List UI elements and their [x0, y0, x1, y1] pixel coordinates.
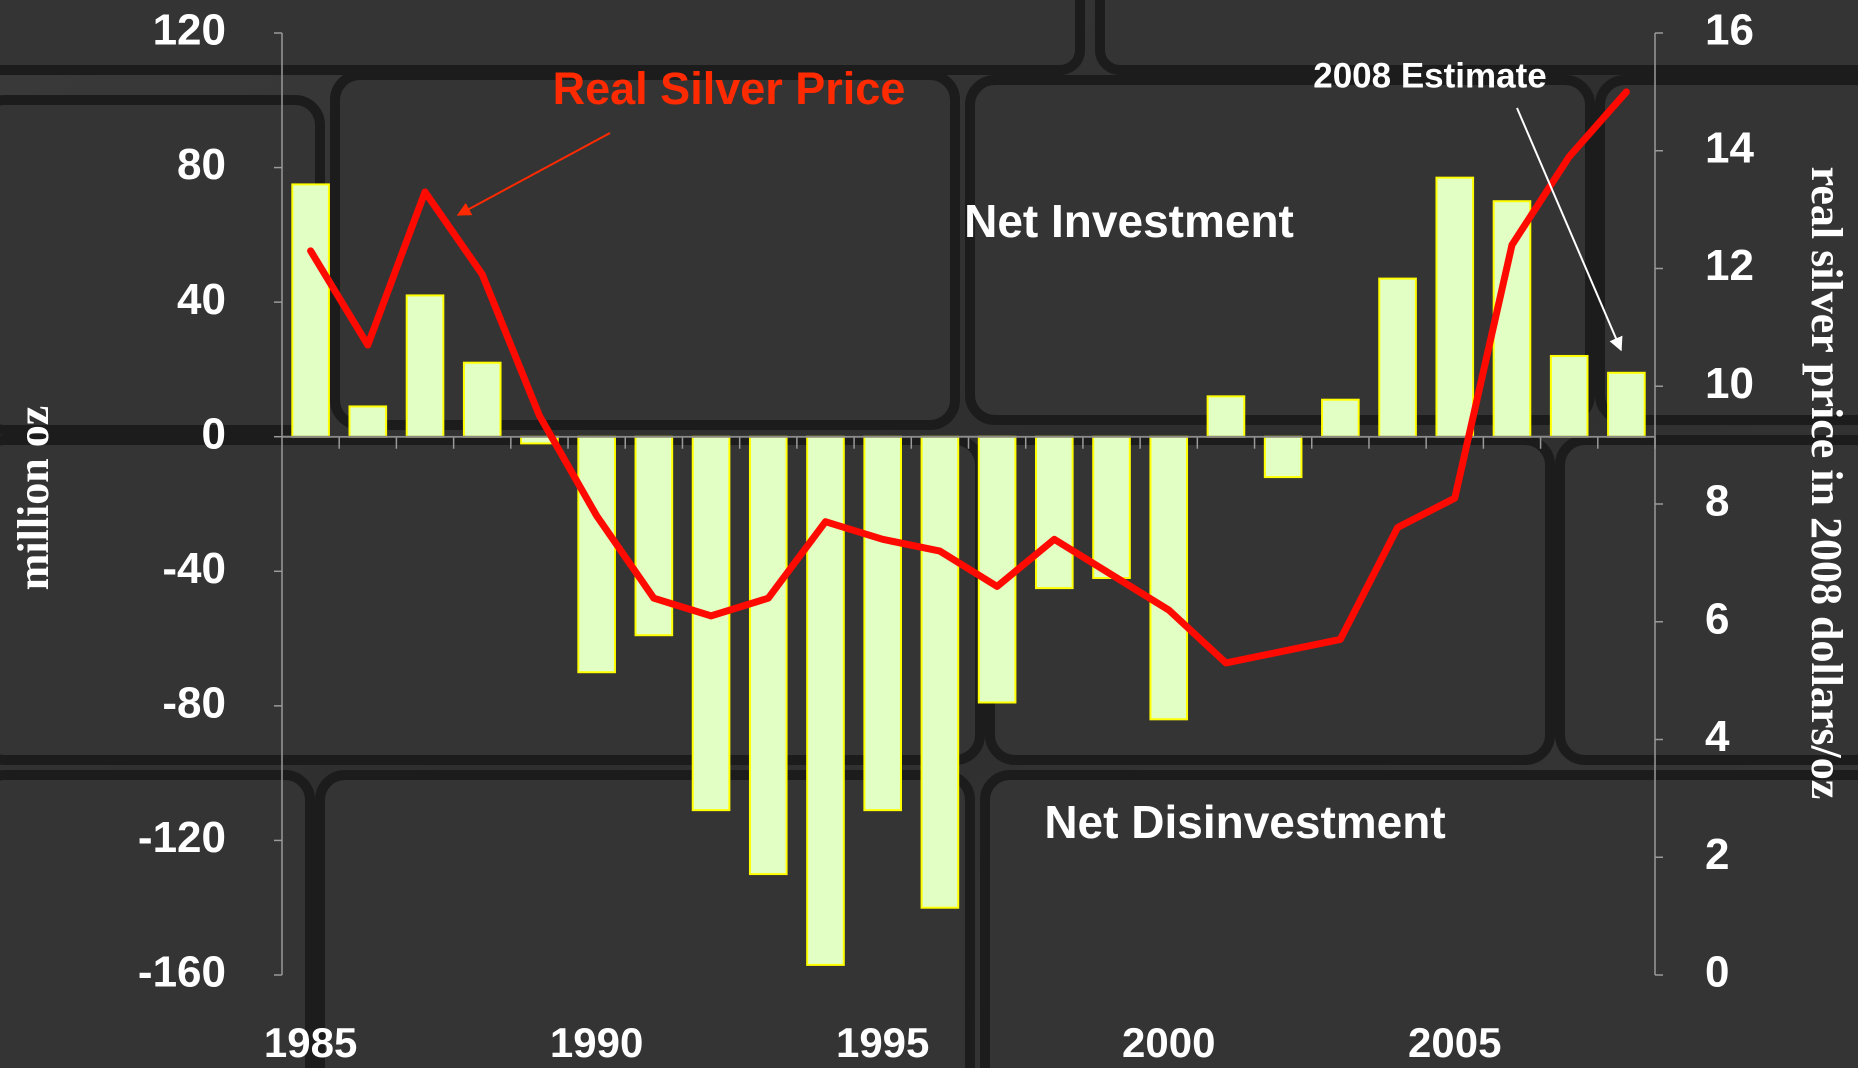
bar — [405, 294, 445, 438]
y2-tick-label: 2 — [1705, 830, 1729, 879]
bar — [920, 435, 960, 909]
bar — [291, 183, 330, 438]
price-line — [307, 88, 1630, 667]
bar — [1321, 398, 1360, 438]
x-tick-label: 1985 — [264, 1019, 357, 1066]
y2-axis-title: real silver price in 2008 dollars/oz — [1802, 167, 1851, 800]
bar — [1149, 435, 1189, 721]
x-tick-label: 2000 — [1122, 1019, 1215, 1066]
y-tick-label: 80 — [177, 140, 226, 189]
y-tick-label: -80 — [162, 678, 226, 727]
y2-tick-label: 14 — [1705, 123, 1754, 172]
x-tick-label: 2005 — [1408, 1019, 1501, 1066]
y-tick-label: -120 — [138, 813, 226, 862]
y-tick-label: -160 — [138, 948, 226, 997]
bar — [577, 435, 616, 674]
x-tick-label: 1995 — [836, 1019, 929, 1066]
y-tick-label: -40 — [162, 544, 226, 593]
bar — [806, 435, 845, 966]
bar — [863, 435, 902, 812]
bar — [1092, 435, 1131, 580]
plot: -160 -120 -80 -40 0 40 80 120 0 2 4 6 8 10 12 14 16 1985 1… — [138, 6, 1755, 1066]
y-tick-label: 40 — [177, 275, 226, 324]
bar — [462, 361, 502, 438]
bar — [748, 435, 788, 876]
annotation: Net Disinvestment — [1044, 796, 1445, 848]
y2-tick-label: 10 — [1705, 359, 1754, 408]
bar — [348, 405, 388, 438]
annotation-arrow — [1516, 107, 1623, 352]
bar — [1607, 371, 1646, 438]
annotation: 2008 Estimate — [1313, 56, 1546, 95]
y2-tick-label: 6 — [1705, 594, 1729, 643]
bar — [977, 435, 1017, 704]
y2-tick-label: 12 — [1705, 241, 1754, 290]
y2-tick-label: 4 — [1705, 712, 1730, 761]
bar — [1435, 176, 1475, 438]
bar — [1378, 277, 1417, 438]
bar — [1263, 435, 1303, 479]
annotation-arrow — [456, 132, 611, 216]
bar — [691, 435, 731, 812]
y2-tick-label: 0 — [1705, 948, 1729, 997]
y-axis-title: million oz — [9, 406, 58, 591]
bar — [1035, 435, 1074, 590]
bar — [1492, 200, 1532, 438]
y-tick-label: 0 — [202, 409, 226, 458]
annotation: Real Silver Price — [553, 63, 906, 114]
y2-tick-label: 16 — [1705, 6, 1754, 55]
bar — [1549, 354, 1589, 438]
bar — [1206, 395, 1246, 438]
y2-tick-label: 8 — [1705, 477, 1729, 526]
y-tick-label: 120 — [153, 6, 226, 55]
x-tick-label: 1990 — [550, 1019, 643, 1066]
annotation: Net Investment — [964, 195, 1294, 247]
